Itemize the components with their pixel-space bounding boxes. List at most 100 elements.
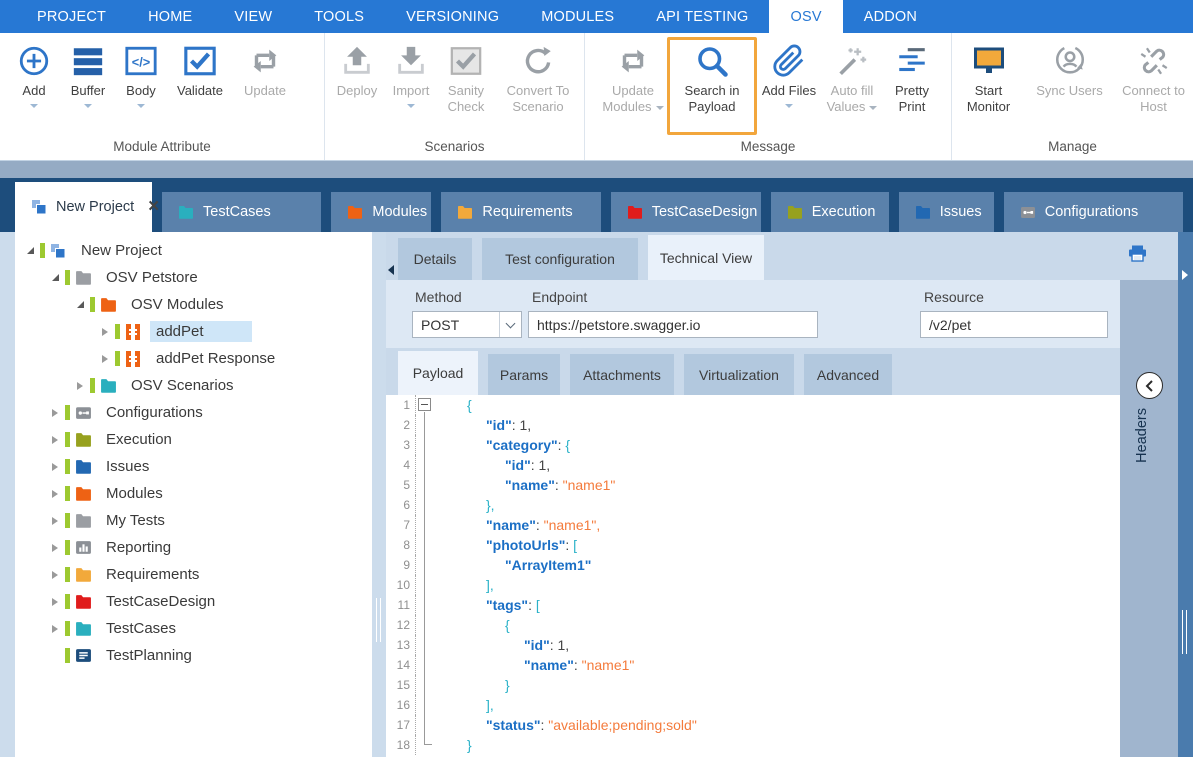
chevron-left-icon[interactable] (1136, 372, 1163, 399)
menu-addon[interactable]: ADDON (863, 8, 918, 25)
expand-icon[interactable] (48, 624, 62, 633)
expand-icon[interactable] (48, 435, 62, 444)
resource-input[interactable] (920, 311, 1108, 338)
tree-item-new-project[interactable]: New Project (15, 237, 372, 264)
menu-view[interactable]: VIEW (234, 8, 273, 25)
code-line: "id": 1, (486, 417, 532, 433)
scroll-left-icon[interactable] (388, 265, 394, 275)
tree-item-testcases[interactable]: TestCases (15, 615, 372, 642)
tab-details[interactable]: Details (398, 238, 472, 280)
connect-to-host-button[interactable]: Connect to Host (1120, 37, 1188, 137)
expand-icon[interactable] (48, 408, 62, 417)
splitter-handle[interactable] (1182, 610, 1187, 654)
code-line: { (467, 397, 472, 413)
expand-icon[interactable] (48, 462, 62, 471)
workspace-tab-testcases[interactable]: TestCases (162, 192, 322, 232)
convert-to-scenario-button[interactable]: Convert To Scenario (495, 37, 581, 137)
buffer-button[interactable]: Buffer (60, 37, 116, 137)
tree-item-addpet-response[interactable]: addPet Response (15, 345, 372, 372)
menu-tools[interactable]: TOOLS (314, 8, 365, 25)
workspace-tab-configurations[interactable]: Configurations (1003, 192, 1183, 232)
tree-item-issues[interactable]: Issues (15, 453, 372, 480)
pretty-print-button[interactable]: Pretty Print (885, 37, 939, 137)
right-splitter[interactable] (1178, 232, 1193, 757)
auto-fill-values-button[interactable]: Auto fill Values (819, 37, 885, 137)
expand-icon[interactable] (48, 489, 62, 498)
tab-params[interactable]: Params (488, 354, 560, 395)
menu-osv[interactable]: OSV (769, 0, 843, 33)
fold-collapse-icon[interactable] (418, 398, 431, 411)
tree-item-execution[interactable]: Execution (15, 426, 372, 453)
collapse-icon[interactable] (48, 274, 62, 281)
workspace-tab-modules[interactable]: Modules (331, 192, 432, 232)
expand-icon[interactable] (48, 570, 62, 579)
left-margin-strip (0, 232, 15, 757)
status-bar-green (65, 486, 70, 501)
sanity-check-button[interactable]: Sanity Check (437, 37, 495, 137)
menu-home[interactable]: HOME (148, 8, 193, 25)
tree-item-my-tests[interactable]: My Tests (15, 507, 372, 534)
tab-attachments[interactable]: Attachments (570, 354, 674, 395)
tab-virtualization[interactable]: Virtualization (684, 354, 794, 395)
update-button[interactable]: Update (234, 37, 296, 137)
tree-item-modules[interactable]: Modules (15, 480, 372, 507)
import-button[interactable]: Import (385, 37, 437, 137)
code-line: "name": "name1" (505, 477, 616, 493)
payload-editor[interactable]: 1 { 2 "id": 1, 3 "category": { 4 "id": 1, 5 "… (386, 395, 1120, 757)
group-label-manage: Manage (1048, 139, 1097, 154)
tree-item-configurations[interactable]: Configurations (15, 399, 372, 426)
tree-item-reporting[interactable]: Reporting (15, 534, 372, 561)
workspace-tab-new-project[interactable]: New Project (15, 182, 152, 232)
scroll-right-icon[interactable] (1182, 270, 1188, 280)
workspace-tab-label: Execution (811, 204, 876, 220)
endpoint-input[interactable] (528, 311, 818, 338)
tree-item-testcasedesign[interactable]: TestCaseDesign (15, 588, 372, 615)
expand-icon[interactable] (98, 354, 112, 363)
tab-test-configuration[interactable]: Test configuration (482, 238, 638, 280)
collapse-icon[interactable] (73, 301, 87, 308)
expand-icon[interactable] (98, 327, 112, 336)
tab-payload[interactable]: Payload (398, 351, 478, 395)
workspace-tab-execution[interactable]: Execution (770, 192, 889, 232)
tab-advanced[interactable]: Advanced (804, 354, 892, 395)
configuration-icon (1020, 205, 1036, 219)
tab-technical-view[interactable]: Technical View (648, 235, 764, 280)
add-files-button[interactable]: Add Files (759, 37, 819, 137)
method-value: POST (421, 316, 460, 333)
request-form: Method POST Endpoint Resource (386, 280, 1120, 348)
search-in-payload-button[interactable]: Search in Payload (667, 37, 757, 137)
expand-icon[interactable] (48, 597, 62, 606)
tree-splitter[interactable] (372, 232, 386, 757)
tree-item-osv-scenarios[interactable]: OSV Scenarios (15, 372, 372, 399)
print-icon[interactable] (1128, 245, 1147, 267)
headers-collapsed-panel[interactable]: Headers (1120, 280, 1178, 757)
menu-modules[interactable]: MODULES (541, 8, 615, 25)
body-button[interactable]: </> Body (116, 37, 166, 137)
workspace-tab-testcasedesign[interactable]: TestCaseDesign (610, 192, 761, 232)
chevron-down-icon[interactable] (499, 312, 521, 337)
expand-icon[interactable] (48, 516, 62, 525)
validate-button[interactable]: Validate (166, 37, 234, 137)
workspace-tab-issues[interactable]: Issues (898, 192, 994, 232)
menu-versioning[interactable]: VERSIONING (406, 8, 500, 25)
collapse-icon[interactable] (23, 247, 37, 254)
tree-item-label: TestPlanning (106, 647, 192, 664)
workspace-tab-requirements[interactable]: Requirements (441, 192, 601, 232)
splitter-handle[interactable] (376, 598, 381, 642)
tree-item-osv-petstore[interactable]: OSV Petstore (15, 264, 372, 291)
sync-users-button[interactable]: Sync Users (1034, 37, 1106, 137)
deploy-button[interactable]: Deploy (329, 37, 385, 137)
tree-item-addpet[interactable]: addPet (15, 318, 372, 345)
tree-item-osv-modules[interactable]: OSV Modules (15, 291, 372, 318)
tree-item-testplanning[interactable]: TestPlanning (15, 642, 372, 669)
menu-project[interactable]: PROJECT (37, 8, 107, 25)
method-select[interactable]: POST (412, 311, 522, 338)
update-modules-button[interactable]: Update Modules (595, 37, 671, 137)
menu-api-testing[interactable]: API TESTING (656, 8, 749, 25)
close-icon[interactable] (148, 199, 159, 216)
expand-icon[interactable] (73, 381, 87, 390)
add-button[interactable]: Add (8, 37, 60, 137)
expand-icon[interactable] (48, 543, 62, 552)
tree-item-requirements[interactable]: Requirements (15, 561, 372, 588)
start-monitor-button[interactable]: Start Monitor (958, 37, 1020, 137)
